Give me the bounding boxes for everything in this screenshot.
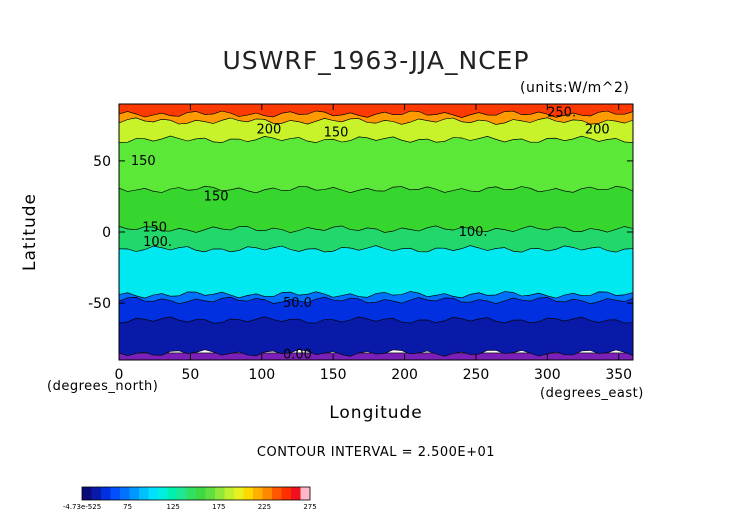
x-tick-label: 100 bbox=[248, 367, 275, 383]
contour-label: 150 bbox=[142, 221, 167, 236]
colorbar-cell bbox=[224, 487, 235, 500]
contour-label: 100. bbox=[459, 225, 488, 240]
colorbar-cell bbox=[243, 487, 254, 500]
value-band bbox=[119, 245, 633, 299]
colorbar-label: 175 bbox=[212, 503, 225, 511]
contour-label: 250. bbox=[547, 106, 576, 121]
colorbar-cell bbox=[167, 487, 178, 500]
colorbar-label: 225 bbox=[258, 503, 271, 511]
contour-label: 150 bbox=[324, 125, 349, 140]
colorbar-label: 275 bbox=[303, 503, 316, 511]
colorbar-label: 125 bbox=[167, 503, 180, 511]
x-unit-right-label: (degrees_east) bbox=[540, 386, 644, 401]
colorbar-cell bbox=[186, 487, 197, 500]
contour-label: 200 bbox=[257, 123, 282, 138]
x-tick-label: 50 bbox=[181, 367, 199, 383]
colorbar-cell bbox=[158, 487, 168, 500]
value-band bbox=[119, 185, 633, 233]
colorbar-cell bbox=[177, 487, 187, 500]
colorbar-cell bbox=[91, 487, 102, 500]
x-tick-label: 0 bbox=[115, 367, 124, 383]
colorbar-cell bbox=[262, 487, 273, 500]
colorbar-cell bbox=[205, 487, 216, 500]
colorbar-cell bbox=[234, 487, 244, 500]
x-axis-label: Longitude bbox=[329, 403, 423, 423]
contour-label: 0.00 bbox=[283, 347, 312, 362]
colorbar-cell bbox=[272, 487, 282, 500]
y-tick-label: 0 bbox=[102, 225, 111, 241]
units-label: (units:W/m^2) bbox=[520, 80, 630, 96]
value-band bbox=[119, 135, 633, 194]
colorbar-cell bbox=[253, 487, 263, 500]
x-tick-label: 250 bbox=[463, 367, 490, 383]
colorbar-label: -4.73e-525 bbox=[63, 503, 101, 511]
colorbar-cell bbox=[281, 487, 292, 500]
colorbar-cell bbox=[110, 487, 121, 500]
colorbar-cell bbox=[215, 487, 225, 500]
colorbar-cell bbox=[82, 487, 92, 500]
colorbar-cell bbox=[101, 487, 111, 500]
colorbar-frame bbox=[81, 486, 311, 501]
contour-label: 200 bbox=[585, 123, 610, 138]
contour-label: 150 bbox=[204, 189, 229, 204]
contour-label: 150 bbox=[131, 154, 156, 169]
value-band bbox=[119, 316, 633, 357]
colorbar-label: 75 bbox=[123, 503, 132, 511]
y-tick-label: -50 bbox=[88, 296, 111, 312]
y-tick-label: 50 bbox=[93, 154, 111, 170]
x-tick-label: 150 bbox=[320, 367, 347, 383]
x-tick-label: 300 bbox=[534, 367, 561, 383]
colorbar-cell bbox=[291, 487, 301, 500]
colorbar-cell bbox=[196, 487, 206, 500]
value-band bbox=[119, 104, 633, 118]
colorbar-cell bbox=[120, 487, 130, 500]
colorbar-cell bbox=[129, 487, 140, 500]
contour-interval-label: CONTOUR INTERVAL = 2.500E+01 bbox=[256, 445, 496, 460]
heatmap-field bbox=[119, 104, 633, 360]
colorbar-cell bbox=[300, 487, 311, 500]
contour-label: 100. bbox=[143, 235, 172, 250]
x-tick-label: 200 bbox=[391, 367, 418, 383]
x-unit-left-label: (degrees_north) bbox=[47, 379, 159, 394]
chart-title: USWRF_1963-JJA_NCEP bbox=[222, 46, 530, 75]
colorbar-cell bbox=[148, 487, 159, 500]
x-tick-label: 350 bbox=[605, 367, 632, 383]
contour-label: 50.0 bbox=[283, 296, 312, 311]
colorbar-cell bbox=[139, 487, 149, 500]
